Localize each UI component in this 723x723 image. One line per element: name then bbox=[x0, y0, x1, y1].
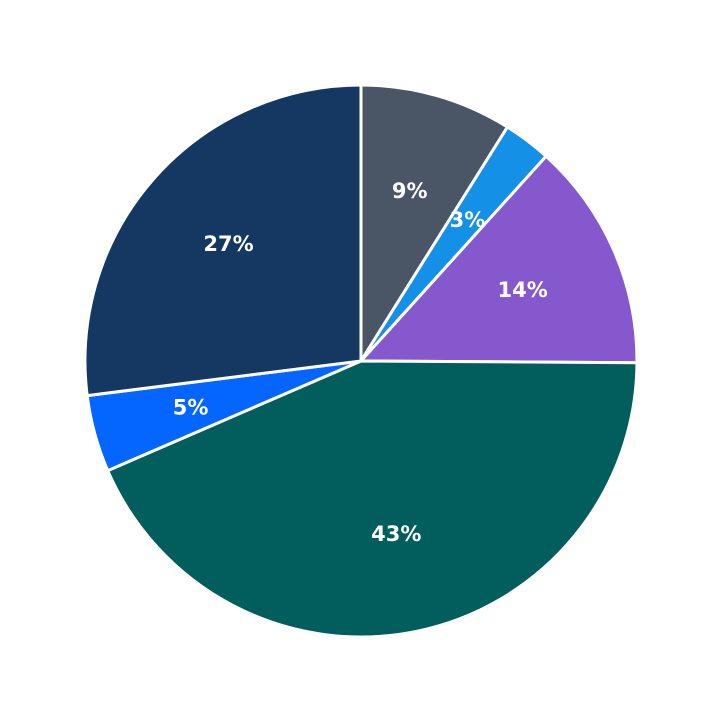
slice-label-2: 14% bbox=[498, 278, 548, 302]
pie-slice-2 bbox=[359, 154, 639, 365]
pie-labels: 9% 3% 14% 43% 5% 27% bbox=[173, 179, 548, 546]
pie-slice-5 bbox=[83, 83, 363, 398]
slice-label-4: 5% bbox=[173, 396, 209, 420]
slice-label-3: 43% bbox=[371, 522, 421, 546]
slice-label-0: 9% bbox=[392, 179, 428, 203]
slice-label-1: 3% bbox=[450, 208, 486, 232]
pie-slices bbox=[83, 83, 639, 639]
pie-slice-0 bbox=[359, 83, 509, 363]
pie-slice-3 bbox=[106, 359, 639, 639]
slice-label-5: 27% bbox=[203, 232, 253, 256]
